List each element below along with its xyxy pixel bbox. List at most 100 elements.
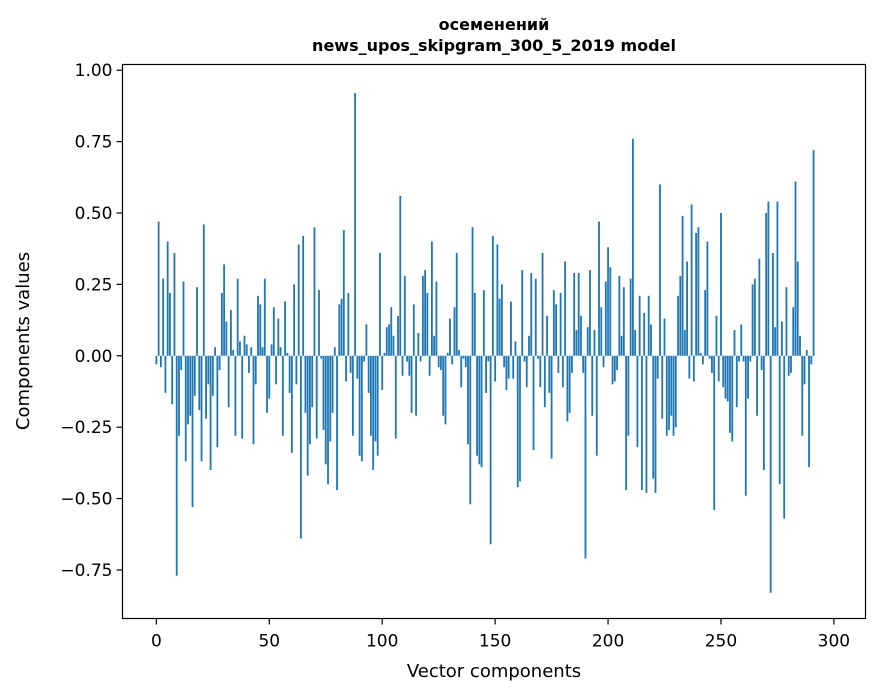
bar [595, 355, 598, 456]
bar [171, 355, 174, 405]
bar [263, 278, 266, 356]
bar [322, 355, 325, 431]
bar [342, 230, 345, 356]
bar [379, 252, 381, 356]
y-tick-label: 1.00 [75, 61, 113, 81]
bar [374, 355, 377, 442]
bar [272, 307, 275, 356]
bar [191, 355, 194, 508]
bar [607, 247, 609, 356]
bar [561, 355, 564, 388]
bar [726, 355, 729, 402]
bar [489, 355, 492, 545]
x-axis-ticks: 0 50 100 150 200 250 300 [151, 618, 850, 652]
bar [458, 350, 460, 356]
bar [435, 281, 438, 356]
bar [182, 281, 185, 356]
bar [257, 295, 259, 356]
bar [241, 355, 244, 439]
bar [541, 252, 544, 356]
bar [320, 355, 323, 359]
bar [631, 138, 634, 356]
bar [412, 304, 415, 356]
bar [218, 355, 221, 371]
bar [297, 244, 300, 356]
bar [697, 227, 700, 356]
y-tick-label: −0.75 [60, 561, 112, 581]
bar [478, 355, 481, 465]
bar [211, 355, 214, 396]
bar [324, 355, 327, 465]
bar [426, 292, 429, 356]
bar [453, 307, 456, 356]
bar [810, 355, 813, 365]
bar [641, 355, 643, 490]
bar [568, 355, 571, 413]
bar [767, 201, 770, 356]
bar [790, 355, 792, 373]
bar [473, 292, 476, 356]
bar [275, 355, 277, 385]
y-axis-ticks: −0.75 −0.50 −0.25 0.00 0.25 0.50 0.75 1.00 [60, 61, 123, 581]
bar [159, 355, 162, 368]
bar [430, 241, 433, 356]
bar [223, 264, 226, 356]
bar [747, 355, 749, 399]
bar [449, 318, 451, 356]
x-tick-label: 0 [151, 632, 162, 652]
bar [476, 355, 478, 456]
bar [575, 330, 578, 356]
bar [442, 355, 445, 416]
bar [634, 330, 637, 356]
bar [482, 290, 485, 356]
bar [552, 290, 555, 356]
bar [180, 355, 183, 371]
plot-frame [121, 63, 867, 620]
bar [318, 290, 320, 356]
bar [252, 355, 255, 445]
bar [336, 355, 338, 490]
bar [157, 221, 160, 356]
bar [781, 321, 783, 356]
bar [580, 315, 582, 356]
bar [769, 355, 772, 593]
bar [589, 270, 591, 356]
bar [692, 355, 695, 382]
bar [618, 275, 621, 356]
bar [654, 355, 657, 493]
bar [622, 287, 625, 356]
bar [744, 355, 747, 496]
bar [169, 292, 171, 356]
bar [566, 355, 569, 422]
bar [729, 355, 731, 433]
bar [661, 355, 664, 419]
bar [444, 355, 447, 425]
bar [205, 355, 207, 419]
bar [670, 355, 673, 416]
bar [392, 335, 395, 356]
bar [467, 355, 469, 445]
bar [604, 281, 607, 356]
bar [487, 355, 490, 362]
bar [345, 355, 347, 382]
bar [559, 292, 562, 356]
bar [351, 355, 354, 436]
bar [625, 355, 628, 490]
bar [523, 355, 526, 362]
x-tick-label: 150 [479, 632, 511, 652]
bar [701, 355, 704, 365]
bar [494, 355, 497, 382]
bar [672, 355, 675, 436]
bar [503, 355, 506, 368]
bar [706, 241, 709, 356]
bar [799, 335, 801, 356]
bar [683, 330, 686, 356]
bar [724, 355, 727, 399]
bar [512, 355, 515, 379]
bar [415, 355, 417, 416]
bar [225, 321, 228, 356]
bar [166, 241, 169, 356]
bar [677, 295, 679, 356]
bar [584, 355, 587, 559]
bar [758, 258, 761, 356]
